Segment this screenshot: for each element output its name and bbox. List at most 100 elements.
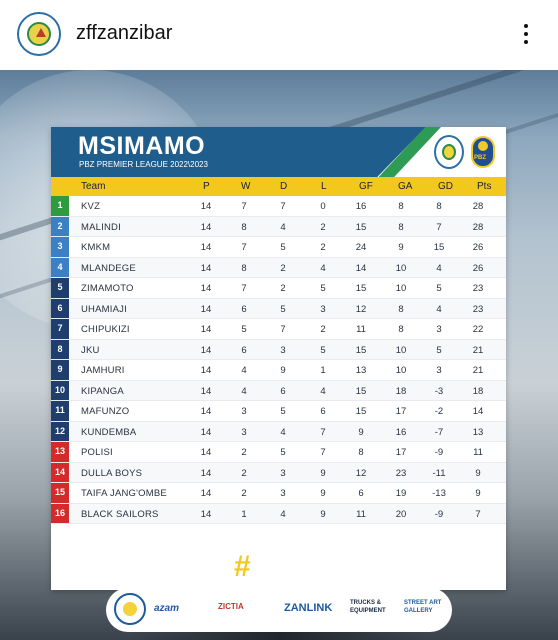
cell-w: 3	[241, 406, 247, 417]
team-name: KVZ	[81, 201, 101, 212]
table-row: 8 JKU 14 6 3 5 15 10 5 21	[51, 339, 506, 360]
col-l: L	[321, 181, 327, 192]
cell-ga: 9	[398, 242, 404, 253]
cell-d: 2	[280, 262, 286, 274]
cell-p: 14	[200, 283, 212, 294]
table-row: 6 UHAMIAJI 14 6 5 3 12 8 4 23	[51, 298, 506, 319]
table-header: Team P W D L GF GA GD Pts	[51, 177, 506, 196]
cell-ga: 23	[395, 467, 407, 479]
cell-pts: 18	[472, 385, 484, 397]
cell-l: 1	[320, 365, 326, 376]
cell-p: 14	[200, 467, 212, 479]
cell-l: 7	[320, 447, 326, 458]
slogan-line2: BE SAFE	[262, 567, 315, 581]
cell-w: 5	[241, 324, 247, 335]
cell-d: 3	[280, 467, 286, 479]
sponsor-trucks: TRUCKS & EQUIPMENT	[350, 600, 386, 614]
position-badge: 4	[51, 257, 69, 277]
cell-gf: 15	[355, 344, 367, 356]
cell-gf: 13	[355, 365, 367, 376]
position-badge: 8	[51, 339, 69, 359]
cell-ga: 16	[395, 426, 407, 438]
cell-w: 6	[241, 303, 247, 315]
cell-ga: 19	[395, 488, 407, 499]
pbz-logo-text: PBZ	[474, 155, 486, 161]
cell-gd: 3	[436, 365, 442, 376]
table-row: 2 MALINDI 14 8 4 2 15 8 7 28	[51, 216, 506, 237]
cell-pts: 14	[472, 406, 484, 417]
cell-pts: 23	[472, 283, 484, 294]
cell-l: 9	[320, 488, 326, 499]
cell-gf: 24	[355, 242, 367, 253]
cell-w: 2	[241, 447, 247, 458]
cell-gf: 15	[355, 406, 367, 417]
cell-gf: 14	[355, 262, 367, 274]
table-row: 14 DULLA BOYS 14 2 3 9 12 23 -11 9	[51, 462, 506, 483]
cell-gd: -9	[434, 508, 444, 520]
cell-w: 6	[241, 344, 247, 356]
cell-d: 2	[280, 283, 286, 294]
cell-l: 2	[320, 324, 326, 335]
cell-gd: 8	[436, 201, 442, 212]
header-band	[51, 127, 426, 177]
cell-p: 14	[200, 406, 212, 417]
cell-pts: 22	[472, 324, 484, 335]
cell-d: 7	[280, 201, 286, 212]
table-row: 5 ZIMAMOTO 14 7 2 5 15 10 5 23	[51, 278, 506, 299]
cell-ga: 10	[395, 344, 407, 356]
position-badge: 16	[51, 503, 69, 523]
cell-p: 14	[200, 508, 212, 520]
sponsor-zictia: ZICTIA	[218, 602, 244, 611]
zff-logo	[434, 135, 464, 169]
cell-pts: 28	[472, 201, 484, 212]
league-subtitle: PBZ PREMIER LEAGUE 2022\2023	[79, 160, 208, 169]
post-image: MSIMAMO PBZ PREMIER LEAGUE 2022\2023 PBZ…	[0, 70, 558, 640]
cell-p: 14	[200, 242, 212, 253]
sponsor-street-art: STREET ART GALLERY	[404, 600, 442, 614]
cell-pts: 21	[472, 365, 484, 376]
team-name: ZIMAMOTO	[81, 283, 134, 294]
username[interactable]: zffzanzibar	[76, 22, 173, 44]
cell-l: 2	[320, 242, 326, 253]
cell-ga: 8	[398, 303, 404, 315]
cell-p: 14	[200, 262, 212, 274]
cell-ga: 10	[395, 262, 407, 274]
cell-l: 3	[320, 303, 326, 315]
more-options-icon[interactable]	[522, 24, 530, 48]
position-badge: 13	[51, 442, 69, 462]
col-ga: GA	[398, 181, 413, 192]
cell-d: 5	[280, 242, 286, 253]
cell-gd: -7	[434, 426, 444, 438]
card-header: MSIMAMO PBZ PREMIER LEAGUE 2022\2023 PBZ	[51, 127, 506, 177]
table-row: 12 KUNDEMBA 14 3 4 7 9 16 -7 13	[51, 421, 506, 442]
position-badge: 6	[51, 298, 69, 318]
team-name: JAMHURI	[81, 365, 125, 376]
cell-p: 14	[200, 201, 212, 212]
hashtag-icon: #	[234, 550, 251, 583]
cell-gf: 12	[355, 303, 367, 315]
standings-card: MSIMAMO PBZ PREMIER LEAGUE 2022\2023 PBZ…	[51, 127, 506, 590]
cell-l: 0	[320, 201, 326, 212]
cell-ga: 17	[395, 447, 407, 458]
cell-l: 2	[320, 221, 326, 233]
cell-p: 14	[200, 324, 212, 335]
cell-p: 14	[200, 365, 212, 376]
cell-gf: 9	[358, 426, 364, 438]
cell-gf: 11	[356, 508, 366, 520]
cell-ga: 8	[398, 201, 404, 212]
position-badge: 9	[51, 360, 69, 380]
col-team: Team	[81, 181, 106, 192]
team-name: KMKM	[81, 242, 111, 253]
cell-gd: -11	[432, 467, 446, 479]
cell-p: 14	[200, 385, 212, 397]
cell-pts: 13	[472, 426, 484, 438]
cell-w: 1	[241, 508, 247, 520]
position-badge: 10	[51, 380, 69, 400]
table-row: 7 CHIPUKIZI 14 5 7 2 11 8 3 22	[51, 319, 506, 340]
cell-d: 5	[280, 447, 286, 458]
profile-avatar[interactable]	[17, 12, 61, 56]
cell-l: 4	[320, 385, 326, 397]
position-badge: 2	[51, 216, 69, 236]
cell-gd: 15	[433, 242, 445, 253]
team-name: TAIFA JANG'OMBE	[81, 488, 167, 499]
